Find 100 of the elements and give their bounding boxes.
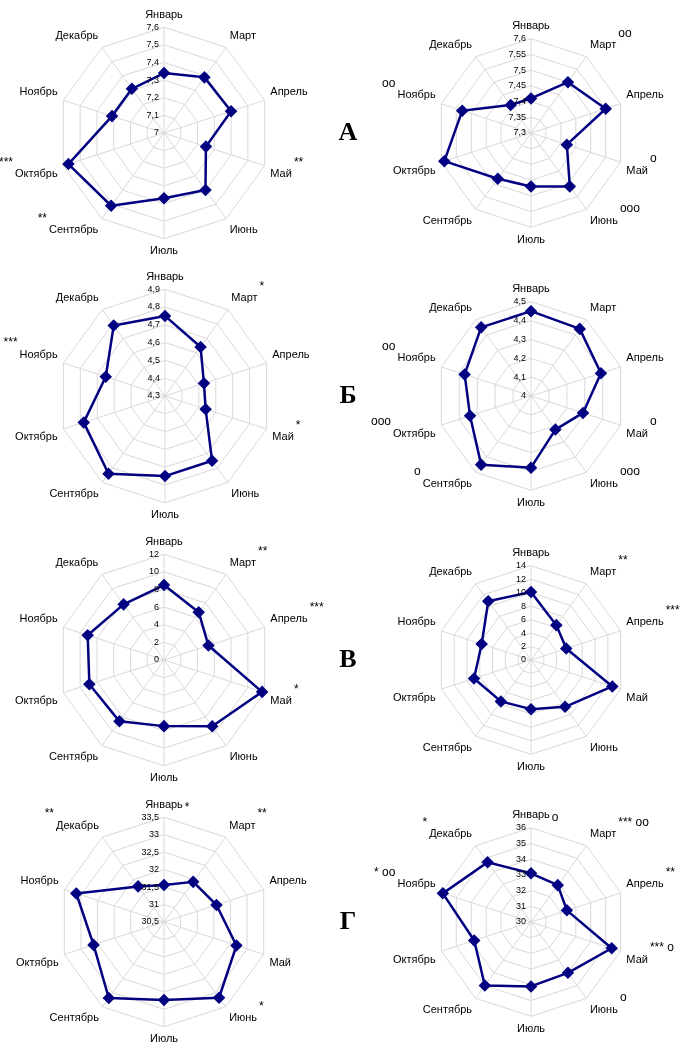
text: В — [339, 643, 357, 673]
spoke-label: Март — [589, 565, 617, 578]
text: ** — [258, 543, 268, 558]
y-tick-label: 4,4 — [513, 315, 526, 326]
y-tick-label: 4,5 — [147, 354, 160, 365]
spoke-label: Январь — [512, 546, 551, 559]
spoke-label: Октябрь — [393, 690, 436, 703]
spoke-label: Январь — [145, 7, 184, 20]
spoke-label: Май — [626, 690, 648, 703]
y-tick-label: 0 — [520, 654, 526, 665]
text: *** — [309, 599, 324, 614]
spoke-label: Октябрь — [393, 163, 436, 176]
spoke-label: Июль — [516, 1021, 546, 1034]
spoke-label: Ноябрь — [19, 611, 58, 624]
y-tick-label: 2 — [153, 636, 159, 647]
text: o — [649, 414, 657, 429]
spoke-label: Ноябрь — [397, 615, 436, 628]
y-tick-label: 30 — [515, 916, 526, 927]
spoke-label: Декабрь — [55, 555, 99, 568]
spoke-label: Май — [272, 430, 294, 443]
text: o — [551, 810, 559, 825]
spoke-label: Январь — [512, 808, 551, 821]
y-tick-label: 4,4 — [147, 372, 160, 383]
text: ** — [44, 806, 54, 821]
spoke-label: Март — [589, 38, 617, 51]
spoke-label: Июнь — [589, 213, 619, 226]
y-tick-label: 7,3 — [513, 127, 526, 138]
text: ** — [293, 154, 304, 169]
y-tick-label: 7,1 — [146, 109, 159, 120]
text: *** o — [649, 940, 674, 955]
spoke-label: Апрель — [626, 88, 664, 101]
spoke-label: Сентябрь — [49, 1011, 100, 1024]
text: ooo — [619, 201, 640, 216]
text: oo — [618, 25, 632, 40]
spoke-label: Декабрь — [429, 565, 473, 578]
spoke-label: Ноябрь — [20, 874, 59, 887]
y-tick-label: 4 — [520, 627, 526, 638]
spoke-label: Январь — [512, 282, 551, 295]
y-tick-label: 36 — [515, 822, 526, 833]
text: ** — [257, 806, 267, 821]
spoke-label: Сентябрь — [422, 476, 473, 489]
y-tick-label: 12 — [148, 548, 159, 559]
spoke-label: Июнь — [229, 223, 258, 236]
y-tick-label: 4,7 — [147, 319, 160, 330]
spoke-label: Январь — [145, 797, 184, 810]
text: * oo — [374, 865, 396, 880]
spoke-label: Октябрь — [15, 167, 58, 180]
y-tick-label: 8 — [520, 600, 526, 611]
spoke-label: Март — [589, 301, 617, 314]
text: o — [619, 990, 627, 1005]
y-tick-label: 8 — [153, 583, 159, 594]
spoke-label: Сентябрь — [422, 1002, 473, 1015]
text: ooo — [370, 414, 391, 429]
spoke-label: Декабрь — [429, 301, 473, 314]
spoke-label: Декабрь — [429, 827, 473, 840]
spoke-label: Ноябрь — [397, 351, 436, 364]
y-tick-label: 33 — [515, 869, 526, 880]
spoke-label: Апрель — [626, 877, 664, 890]
y-tick-label: 7,45 — [508, 80, 526, 91]
y-tick-label: 7,4 — [513, 96, 526, 107]
y-tick-label: 34 — [515, 853, 526, 864]
spoke-label: Июнь — [589, 740, 619, 753]
spoke-label: Сентябрь — [422, 740, 473, 753]
y-tick-label: 35 — [515, 837, 526, 848]
text: Б — [339, 379, 357, 409]
text: * — [259, 278, 265, 293]
spoke-label: Октябрь — [15, 955, 59, 968]
spoke-label: Ноябрь — [19, 84, 58, 97]
spoke-label: Июнь — [229, 1011, 258, 1024]
spoke-label: Ноябрь — [19, 347, 58, 360]
y-tick-label: 32,5 — [141, 846, 159, 857]
spoke-label: Апрель — [272, 347, 310, 360]
spoke-label: Май — [626, 952, 648, 965]
y-tick-label: 4,9 — [147, 283, 160, 294]
y-tick-label: 7,35 — [508, 111, 526, 122]
spoke-label: Июнь — [589, 476, 619, 489]
spoke-label: Сентябрь — [49, 223, 99, 236]
spoke-label: Май — [270, 167, 292, 180]
y-tick-label: 7,4 — [146, 56, 159, 67]
y-tick-label: 4,6 — [147, 337, 160, 348]
text: ** — [37, 210, 48, 225]
spoke-label: Апрель — [626, 351, 664, 364]
spoke-label: Июль — [516, 495, 546, 508]
y-tick-label: 14 — [515, 560, 526, 571]
text: o — [414, 464, 421, 479]
y-tick-label: 7,6 — [146, 21, 159, 32]
spoke-label: Декабрь — [429, 38, 473, 51]
text: *** — [3, 335, 18, 350]
spoke-label: Июль — [516, 232, 546, 245]
spoke-label: Октябрь — [393, 426, 436, 439]
spoke-label: Март — [229, 818, 256, 831]
text: * — [184, 799, 190, 814]
y-tick-label: 7,6 — [513, 33, 526, 44]
y-tick-label: 4,5 — [513, 296, 526, 307]
y-tick-label: 32 — [148, 864, 159, 875]
spoke-label: Октябрь — [393, 952, 436, 965]
y-tick-label: 4,3 — [147, 390, 160, 401]
y-tick-label: 6 — [520, 614, 526, 625]
spoke-label: Октябрь — [15, 430, 58, 443]
spoke-label: Апрель — [626, 615, 664, 628]
